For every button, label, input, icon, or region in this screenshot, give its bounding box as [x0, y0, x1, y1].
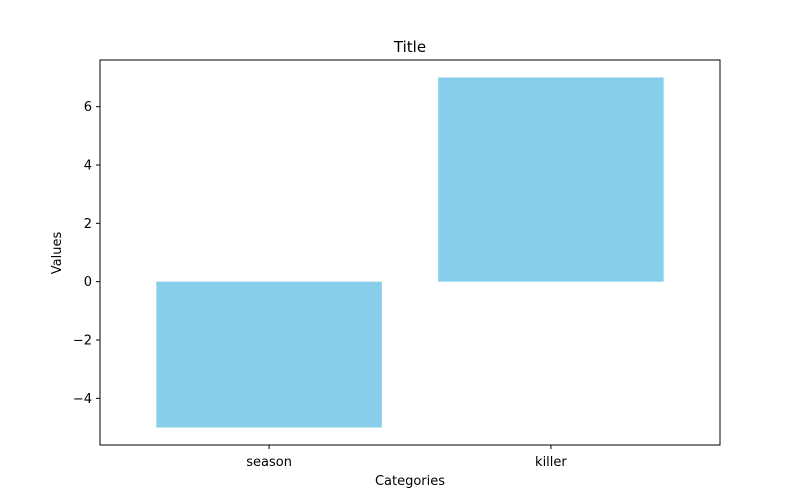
bar-killer	[438, 77, 664, 282]
y-tick-label: −4	[73, 392, 92, 407]
plot-frame	[99, 59, 721, 446]
x-axis-label: Categories	[375, 474, 445, 489]
y-tick-label: 0	[84, 275, 92, 290]
y-tick-label: 6	[84, 100, 92, 115]
bar-season	[156, 281, 382, 428]
y-axis-label: Values	[50, 232, 65, 275]
x-tick-label-killer: killer	[535, 455, 567, 470]
bars-layer	[156, 77, 664, 428]
chart-title: Title	[393, 38, 426, 56]
y-tick-label: −2	[73, 334, 92, 349]
y-tick-label: 2	[84, 217, 92, 232]
x-axis-ticks: season killer	[246, 445, 567, 470]
y-tick-label: 4	[84, 159, 92, 174]
x-tick-label-season: season	[246, 455, 292, 470]
y-axis-ticks: −4 −2 0 2 4 6	[73, 100, 100, 407]
